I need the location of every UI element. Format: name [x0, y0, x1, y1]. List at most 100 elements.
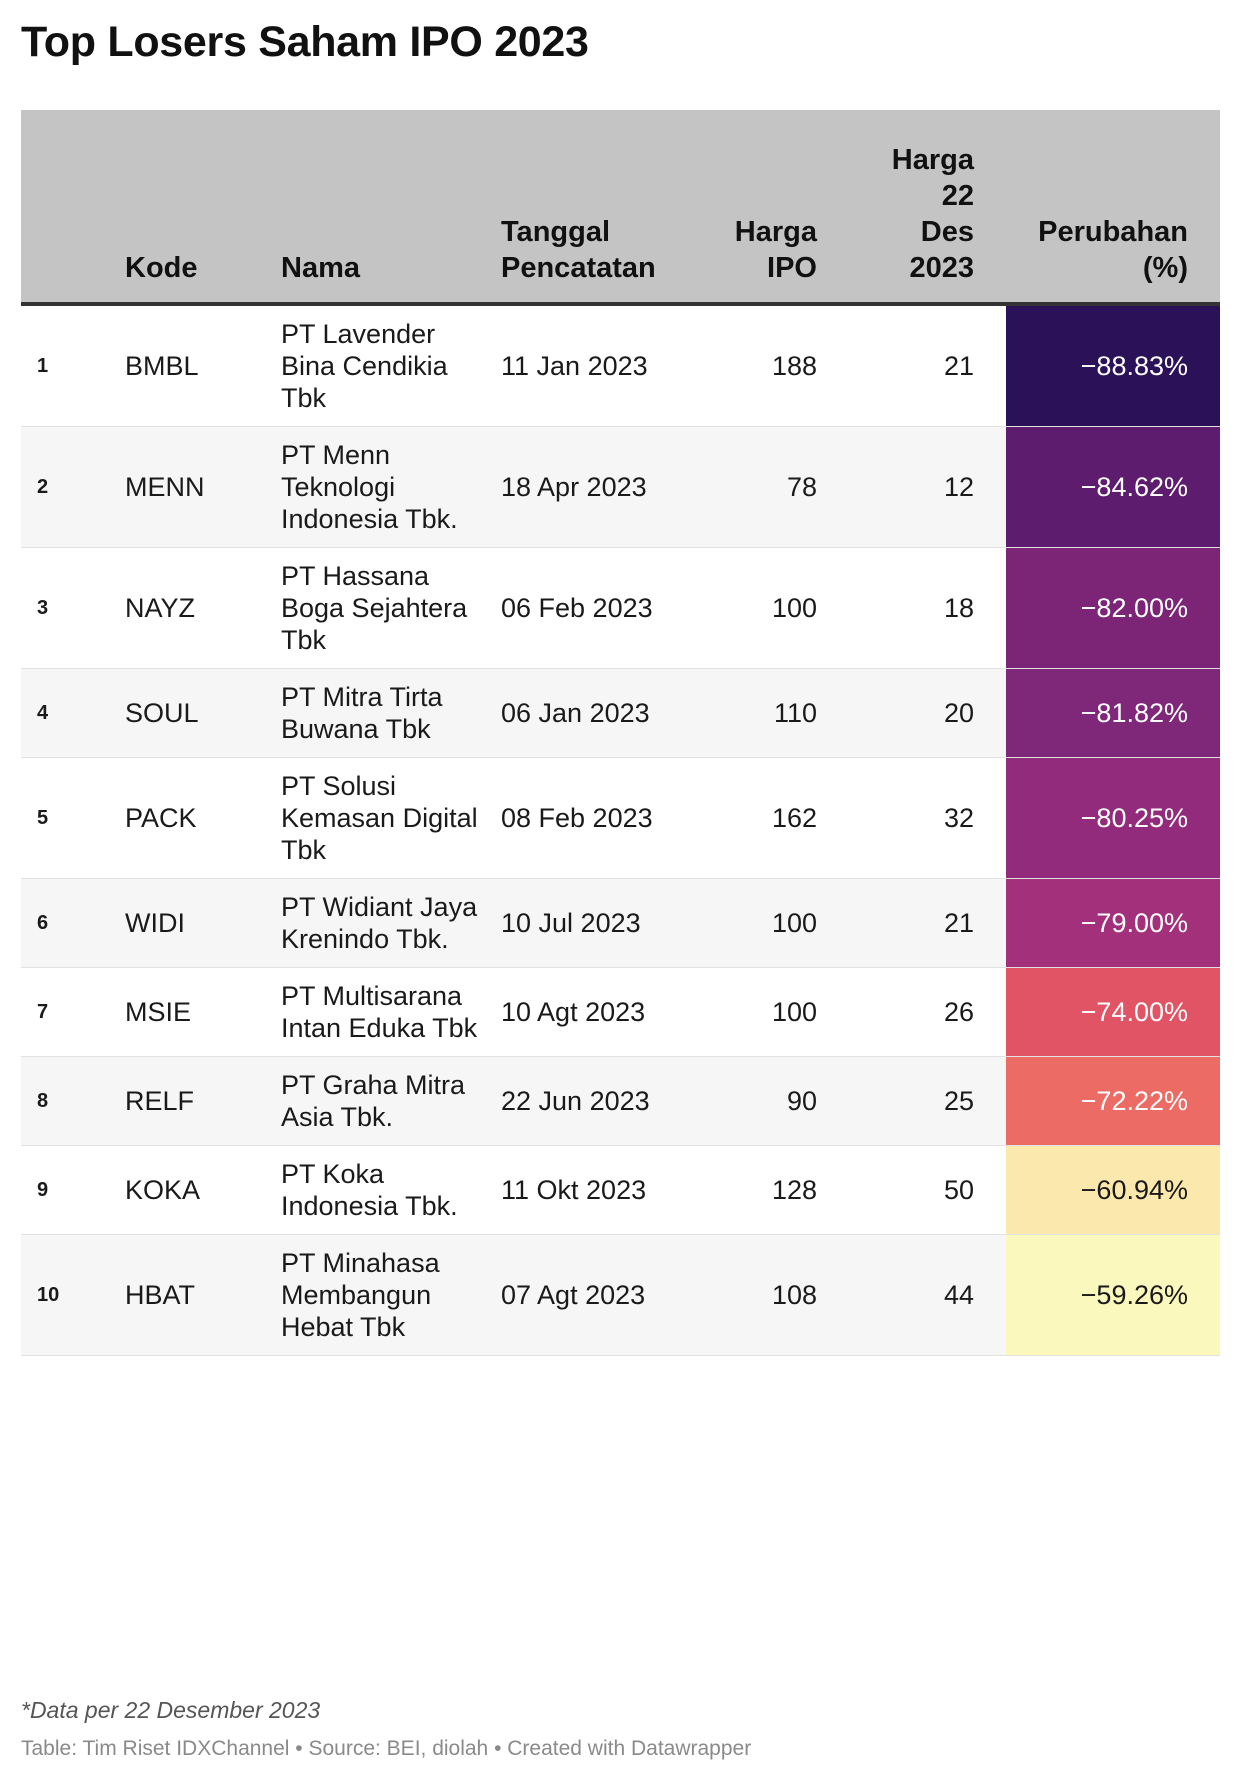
table-row: 10 HBAT PT Minahasa Membangun Hebat Tbk 07 … — [21, 1234, 1220, 1356]
tanggal-cell: 06 Jan 2023 — [501, 668, 689, 758]
harga-ipo-cell: 162 — [689, 757, 849, 879]
kode-cell: SOUL — [125, 668, 281, 758]
tanggal-cell: 22 Jun 2023 — [501, 1056, 689, 1146]
header-tanggal: Tanggal Pencatatan — [501, 110, 689, 306]
nama-cell: PT Mitra Tirta Buwana Tbk — [281, 668, 501, 758]
nama-cell: PT Minahasa Membangun Hebat Tbk — [281, 1234, 501, 1356]
harga-des-cell: 21 — [849, 304, 1006, 427]
kode-cell: RELF — [125, 1056, 281, 1146]
rank-cell: 7 — [21, 967, 125, 1057]
tanggal-cell: 06 Feb 2023 — [501, 547, 689, 669]
table-row: 3 NAYZ PT Hassana Boga Sejahtera Tbk 06 Feb… — [21, 547, 1220, 669]
header-harga-des-line: 22 — [941, 180, 974, 212]
harga-ipo-cell: 100 — [689, 878, 849, 968]
header-nama: Nama — [281, 110, 501, 306]
header-perubahan: Perubahan (%) — [1006, 110, 1220, 306]
harga-des-cell: 25 — [849, 1056, 1006, 1146]
rank-cell: 6 — [21, 878, 125, 968]
harga-des-cell: 20 — [849, 668, 1006, 758]
perubahan-cell: −81.82% — [1006, 668, 1220, 758]
header-harga-des-line: Des — [920, 216, 974, 248]
perubahan-cell: −72.22% — [1006, 1056, 1220, 1146]
header-tanggal-line: Tanggal — [501, 216, 611, 248]
harga-ipo-cell: 108 — [689, 1234, 849, 1356]
perubahan-cell: −79.00% — [1006, 878, 1220, 968]
harga-ipo-cell: 100 — [689, 547, 849, 669]
rank-cell: 3 — [21, 547, 125, 669]
footnote: *Data per 22 Desember 2023 — [21, 1697, 321, 1723]
rank-cell: 1 — [21, 304, 125, 427]
header-harga-des-line: 2023 — [909, 252, 974, 284]
table-row: 9 KOKA PT Koka Indonesia Tbk. 11 Okt 2023 12… — [21, 1145, 1220, 1235]
tanggal-cell: 11 Jan 2023 — [501, 304, 689, 427]
chart-title: Top Losers Saham IPO 2023 — [21, 18, 589, 66]
tanggal-cell: 11 Okt 2023 — [501, 1145, 689, 1235]
harga-des-cell: 12 — [849, 426, 1006, 548]
harga-ipo-cell: 100 — [689, 967, 849, 1057]
harga-des-cell: 32 — [849, 757, 1006, 879]
harga-des-cell: 18 — [849, 547, 1006, 669]
nama-cell: PT Menn Teknologi Indonesia Tbk. — [281, 426, 501, 548]
table-row: 1 BMBL PT Lavender Bina Cendikia Tbk 11 Jan… — [21, 304, 1220, 427]
perubahan-cell: −80.25% — [1006, 757, 1220, 879]
kode-cell: NAYZ — [125, 547, 281, 669]
header-harga-des-line: Harga — [891, 144, 974, 176]
harga-ipo-cell: 128 — [689, 1145, 849, 1235]
tanggal-cell: 18 Apr 2023 — [501, 426, 689, 548]
harga-des-cell: 44 — [849, 1234, 1006, 1356]
header-harga-ipo: Harga IPO — [689, 110, 849, 306]
nama-cell: PT Lavender Bina Cendikia Tbk — [281, 304, 501, 427]
table-row: 4 SOUL PT Mitra Tirta Buwana Tbk 06 Jan 202… — [21, 668, 1220, 758]
kode-cell: MENN — [125, 426, 281, 548]
rank-cell: 10 — [21, 1234, 125, 1356]
header-harga-ipo-line: IPO — [767, 252, 817, 284]
data-table: Kode Nama Tanggal Pencatatan Harga IPO H… — [21, 110, 1220, 1356]
table-body: 1 BMBL PT Lavender Bina Cendikia Tbk 11 Jan… — [21, 304, 1220, 1356]
nama-cell: PT Graha Mitra Asia Tbk. — [281, 1056, 501, 1146]
header-perubahan-line: Perubahan — [1038, 216, 1188, 248]
perubahan-cell: −74.00% — [1006, 967, 1220, 1057]
table-row: 5 PACK PT Solusi Kemasan Digital Tbk 08 Feb… — [21, 757, 1220, 879]
table-row: 8 RELF PT Graha Mitra Asia Tbk. 22 Jun 2023… — [21, 1056, 1220, 1146]
nama-cell: PT Solusi Kemasan Digital Tbk — [281, 757, 501, 879]
header-rank — [21, 110, 125, 306]
kode-cell: PACK — [125, 757, 281, 879]
nama-cell: PT Multisarana Intan Eduka Tbk — [281, 967, 501, 1057]
harga-ipo-cell: 110 — [689, 668, 849, 758]
kode-cell: HBAT — [125, 1234, 281, 1356]
rank-cell: 5 — [21, 757, 125, 879]
tanggal-cell: 10 Agt 2023 — [501, 967, 689, 1057]
nama-cell: PT Widiant Jaya Krenindo Tbk. — [281, 878, 501, 968]
perubahan-cell: −82.00% — [1006, 547, 1220, 669]
header-harga-des: Harga 22 Des 2023 — [849, 110, 1006, 306]
table-row: 2 MENN PT Menn Teknologi Indonesia Tbk. 18 … — [21, 426, 1220, 548]
harga-des-cell: 21 — [849, 878, 1006, 968]
nama-cell: PT Koka Indonesia Tbk. — [281, 1145, 501, 1235]
rank-cell: 2 — [21, 426, 125, 548]
perubahan-cell: −59.26% — [1006, 1234, 1220, 1356]
tanggal-cell: 10 Jul 2023 — [501, 878, 689, 968]
harga-des-cell: 50 — [849, 1145, 1006, 1235]
tanggal-cell: 07 Agt 2023 — [501, 1234, 689, 1356]
table-header: Kode Nama Tanggal Pencatatan Harga IPO H… — [21, 110, 1220, 306]
rank-cell: 4 — [21, 668, 125, 758]
header-harga-ipo-line: Harga — [734, 216, 817, 248]
rank-cell: 8 — [21, 1056, 125, 1146]
header-tanggal-line: Pencatatan — [501, 252, 656, 284]
perubahan-cell: −60.94% — [1006, 1145, 1220, 1235]
perubahan-cell: −84.62% — [1006, 426, 1220, 548]
table-row: 6 WIDI PT Widiant Jaya Krenindo Tbk. 10 Jul… — [21, 878, 1220, 968]
harga-des-cell: 26 — [849, 967, 1006, 1057]
harga-ipo-cell: 78 — [689, 426, 849, 548]
source-credit: Table: Tim Riset IDXChannel • Source: BE… — [21, 1737, 752, 1760]
perubahan-cell: −88.83% — [1006, 304, 1220, 427]
header-perubahan-line: (%) — [1142, 252, 1188, 284]
harga-ipo-cell: 188 — [689, 304, 849, 427]
harga-ipo-cell: 90 — [689, 1056, 849, 1146]
kode-cell: BMBL — [125, 304, 281, 427]
kode-cell: KOKA — [125, 1145, 281, 1235]
kode-cell: MSIE — [125, 967, 281, 1057]
rank-cell: 9 — [21, 1145, 125, 1235]
header-kode: Kode — [125, 110, 281, 306]
nama-cell: PT Hassana Boga Sejahtera Tbk — [281, 547, 501, 669]
